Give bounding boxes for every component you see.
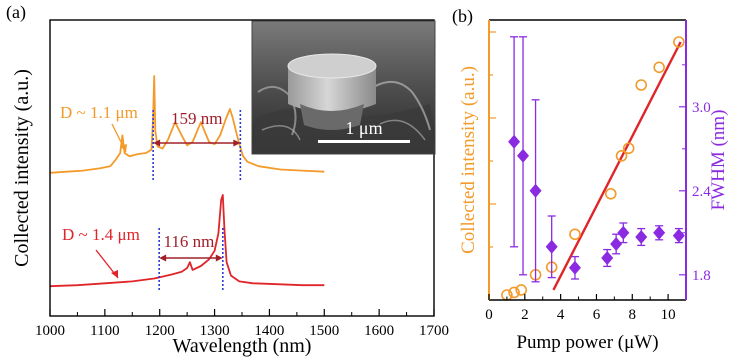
fwhm-point bbox=[635, 230, 648, 244]
fwhm-point bbox=[517, 148, 530, 163]
pump-x-tick-label: 10 bbox=[661, 307, 676, 323]
pump-axes: 0 2 4 6 8 10 1.8 2.4 3.0 bbox=[485, 19, 711, 323]
pump-x-tick-label: 0 bbox=[485, 307, 493, 323]
spectrum-axes: 1000 1100 1200 1300 1400 1500 1600 1700 bbox=[35, 19, 449, 339]
pump-series-layer bbox=[501, 36, 685, 301]
fwhm-tick-label: 3.0 bbox=[692, 100, 711, 116]
spectrum-series-1 bbox=[49, 75, 325, 174]
fwhm-point bbox=[610, 237, 623, 251]
intensity-point bbox=[604, 188, 617, 200]
pump-power-chart: 0 2 4 6 8 10 1.8 2.4 3.0 Collected intensity (a.… bbox=[458, 19, 729, 353]
spectrum-annotation-layer: D ~ 1.1 μm 159 nm D ~ 1.4 μm 116 nm bbox=[60, 103, 242, 292]
inset-scale-label: 1 μm bbox=[345, 118, 382, 138]
annotation-d-1-4-arrowhead bbox=[111, 270, 118, 278]
pump-x-tick-label: 6 bbox=[593, 307, 601, 323]
annotation-116nm: 116 nm bbox=[164, 232, 215, 251]
intensity-point bbox=[653, 61, 665, 74]
span-arrowhead-left bbox=[159, 254, 167, 262]
intensity-point bbox=[515, 284, 528, 296]
pump-x-tick-label: 8 bbox=[629, 307, 637, 323]
intensity-point bbox=[615, 150, 628, 162]
sem-inset-image: 1 μm bbox=[251, 20, 436, 155]
spectrum-series-2 bbox=[49, 194, 325, 288]
spectrum-x-tick-label: 1600 bbox=[364, 323, 394, 339]
fwhm-point bbox=[568, 260, 581, 275]
spectrum-chart: D ~ 1.1 μm 159 nm D ~ 1.4 μm 116 nm 1000 110… bbox=[11, 19, 449, 357]
fwhm-point bbox=[545, 239, 558, 254]
annotation-159nm: 159 nm bbox=[171, 109, 222, 128]
intensity-point bbox=[569, 228, 581, 241]
fwhm-point bbox=[529, 183, 542, 198]
spectrum-y-axis-label: Collected intensity (a.u.) bbox=[11, 69, 33, 267]
intensity-y-axis-label: Collected intensity (a.u.) bbox=[458, 66, 479, 254]
panel-b-label: (b) bbox=[452, 6, 473, 27]
spectrum-x-axis-label: Wavelength (nm) bbox=[173, 335, 312, 357]
linear-fit-line bbox=[552, 41, 682, 291]
annotation-d-1-1: D ~ 1.1 μm bbox=[60, 103, 138, 122]
spectrum-x-tick-label: 1100 bbox=[90, 323, 119, 339]
spectrum-x-tick-label: 1700 bbox=[419, 323, 449, 339]
pump-x-axis-label: Pump power (μW) bbox=[516, 332, 658, 353]
fwhm-tick-label: 2.4 bbox=[692, 184, 711, 200]
fwhm-point bbox=[653, 225, 666, 240]
fwhm-tick-label: 1.8 bbox=[692, 268, 711, 284]
spectrum-x-tick-label: 1400 bbox=[254, 323, 284, 339]
pump-x-tick-label: 4 bbox=[557, 307, 565, 323]
fwhm-point bbox=[508, 134, 521, 149]
spectrum-x-tick-label: 1200 bbox=[145, 323, 175, 339]
panel-a-label: (a) bbox=[6, 2, 26, 23]
pump-x-tick-label: 2 bbox=[521, 307, 529, 323]
fwhm-y-axis-label: FWHM (nm) bbox=[708, 110, 729, 211]
spectrum-x-tick-label: 1300 bbox=[200, 323, 230, 339]
span-arrowhead-right bbox=[233, 139, 241, 147]
spectrum-x-tick-label: 1500 bbox=[309, 323, 339, 339]
span-arrowhead-right bbox=[215, 254, 223, 262]
annotation-d-1-4: D ~ 1.4 μm bbox=[62, 225, 140, 244]
fwhm-point bbox=[672, 228, 685, 243]
span-arrowhead-left bbox=[153, 139, 161, 147]
intensity-point bbox=[508, 286, 520, 299]
fwhm-point bbox=[617, 225, 630, 240]
spectrum-series-layer bbox=[49, 75, 325, 288]
annotation-d-1-1-arrowhead bbox=[120, 144, 127, 152]
intensity-point bbox=[622, 142, 635, 155]
spectrum-x-tick-label: 1000 bbox=[35, 323, 65, 339]
intensity-point bbox=[635, 79, 648, 91]
intensity-point bbox=[673, 36, 685, 48]
fwhm-point bbox=[601, 251, 614, 265]
